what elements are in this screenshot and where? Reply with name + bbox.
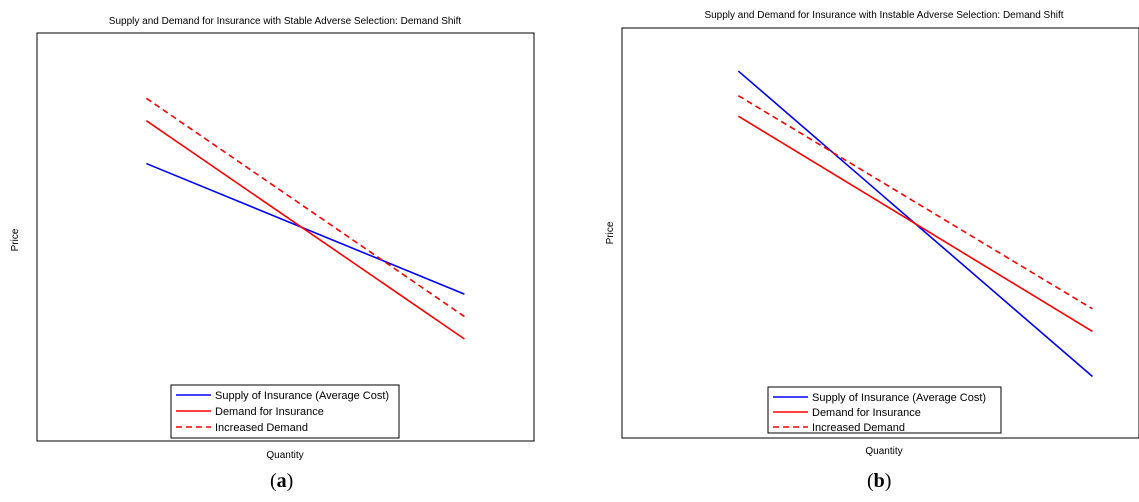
x-axis-label: Quantity [266,450,303,461]
y-axis-label: Price [605,221,616,244]
y-axis-label: Price [10,228,21,251]
legend-label-3: Increased Demand [215,422,308,434]
chart-panel-b: Supply and Demand for Insurance with Ins… [579,0,1139,502]
series-line-2 [145,120,465,340]
legend: Supply of Insurance (Average Cost) Demand… [767,386,1002,434]
chart-a: Supply and Demand for Insurance with Sta… [10,16,535,461]
legend-label-3: Increased Demand [812,422,905,434]
series-line-2 [737,115,1093,333]
x-axis-label: Quantity [865,446,902,457]
series-line-3 [737,94,1093,310]
legend-label-1: Supply of Insurance (Average Cost) [812,392,986,404]
series-layer [145,97,465,340]
legend-label-2: Demand for Insurance [812,407,921,419]
panel-caption: (b) [867,470,892,492]
series-line-3 [145,97,465,318]
legend-label-2: Demand for Insurance [215,406,324,418]
panel-caption: (a) [270,470,294,492]
plot-area [36,32,535,442]
legend: Supply of Insurance (Average Cost) Demand… [170,384,400,439]
chart-b: Supply and Demand for Insurance with Ins… [605,10,1139,457]
plot-area [621,27,1139,439]
chart-title: Supply and Demand for Insurance with Sta… [109,16,462,27]
series-line-1 [146,162,465,295]
chart-title: Supply and Demand for Insurance with Ins… [704,10,1063,21]
series-layer [737,70,1093,378]
legend-label-1: Supply of Insurance (Average Cost) [215,390,389,402]
legend-box [767,386,1002,434]
chart-panel-a: Supply and Demand for Insurance with Sta… [0,0,560,502]
